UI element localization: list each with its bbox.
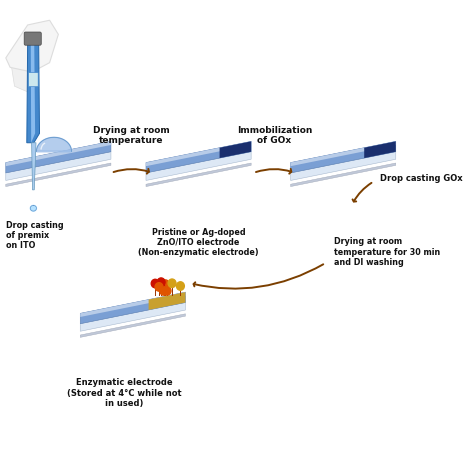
- Polygon shape: [6, 20, 58, 72]
- Polygon shape: [149, 292, 185, 310]
- Polygon shape: [6, 141, 111, 173]
- Polygon shape: [291, 163, 396, 187]
- Text: Immobilization
of GOx: Immobilization of GOx: [237, 126, 312, 146]
- Polygon shape: [219, 141, 251, 158]
- Polygon shape: [10, 58, 36, 96]
- Polygon shape: [146, 141, 251, 166]
- Polygon shape: [6, 163, 111, 187]
- Polygon shape: [31, 44, 35, 143]
- FancyBboxPatch shape: [24, 32, 41, 45]
- Circle shape: [176, 282, 184, 290]
- Circle shape: [156, 282, 164, 291]
- Polygon shape: [146, 141, 251, 173]
- FancyBboxPatch shape: [28, 73, 38, 87]
- Circle shape: [151, 279, 159, 288]
- Polygon shape: [146, 163, 251, 187]
- Text: Drop casting
of premix
on ITO: Drop casting of premix on ITO: [6, 220, 64, 250]
- Polygon shape: [80, 314, 185, 337]
- Circle shape: [160, 287, 168, 295]
- Polygon shape: [27, 39, 39, 143]
- Polygon shape: [6, 152, 111, 181]
- Polygon shape: [146, 152, 251, 181]
- Circle shape: [161, 280, 169, 288]
- Polygon shape: [291, 141, 396, 173]
- Polygon shape: [32, 143, 36, 190]
- Circle shape: [168, 279, 176, 288]
- Polygon shape: [30, 205, 36, 211]
- Circle shape: [163, 287, 171, 295]
- Circle shape: [157, 278, 165, 286]
- Text: Drying at room
temperature: Drying at room temperature: [93, 126, 170, 146]
- Polygon shape: [291, 141, 396, 166]
- Text: Pristine or Ag-doped
ZnO/ITO electrode
(Non-enzymatic electrode): Pristine or Ag-doped ZnO/ITO electrode (…: [138, 228, 259, 257]
- Polygon shape: [36, 137, 72, 152]
- Text: Drying at room
temperature for 30 min
and DI washing: Drying at room temperature for 30 min an…: [334, 237, 440, 267]
- Text: Drop casting GOx: Drop casting GOx: [381, 173, 463, 182]
- Polygon shape: [364, 141, 396, 158]
- Text: Enzymatic electrode
(Stored at 4°C while not
in used): Enzymatic electrode (Stored at 4°C while…: [67, 378, 182, 408]
- Polygon shape: [80, 292, 185, 317]
- Circle shape: [155, 283, 163, 291]
- Polygon shape: [80, 292, 185, 324]
- Polygon shape: [80, 302, 185, 331]
- Polygon shape: [291, 152, 396, 181]
- Polygon shape: [6, 141, 111, 166]
